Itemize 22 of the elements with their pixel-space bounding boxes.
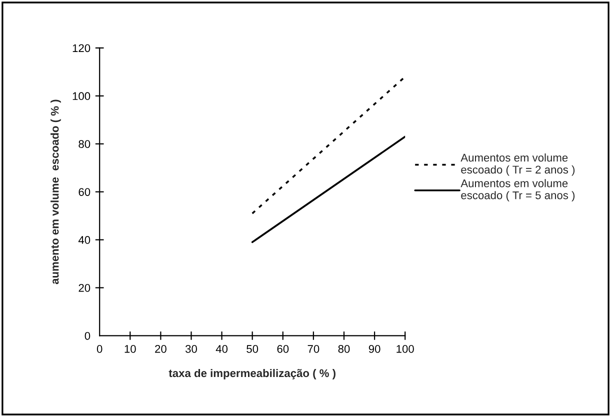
x-tick-label: 80 — [338, 345, 350, 353]
x-tick-label: 30 — [185, 345, 197, 353]
y-tick-label: 20 — [78, 284, 90, 292]
x-tick-label: 100 — [396, 345, 414, 353]
y-tick-label: 100 — [72, 92, 90, 100]
x-tick-label: 10 — [124, 345, 136, 353]
y-tick-label: 40 — [78, 236, 90, 244]
x-tick-label: 0 — [96, 345, 102, 353]
y-axis-title: aumento em volume escoado ( % ) — [50, 100, 61, 284]
x-tick-label: 70 — [308, 345, 320, 353]
x-tick-label: 40 — [216, 345, 228, 353]
x-axis-title: taxa de impermeabilização ( % ) — [168, 368, 336, 380]
y-tick-label: 0 — [84, 332, 90, 340]
x-tick-label: 20 — [155, 345, 166, 353]
legend-label: Aumentos em volume escoado ( Tr = 2 anos ) — [460, 153, 575, 176]
x-tick-label: 90 — [368, 345, 380, 353]
x-tick-label: 50 — [246, 345, 258, 353]
y-tick-label: 60 — [78, 188, 90, 196]
y-tick-label: 80 — [78, 140, 90, 148]
y-tick-label: 120 — [72, 44, 90, 52]
legend-label: Aumentos em volume escoado ( Tr = 5 anos ) — [460, 179, 575, 202]
x-tick-label: 60 — [277, 345, 289, 353]
